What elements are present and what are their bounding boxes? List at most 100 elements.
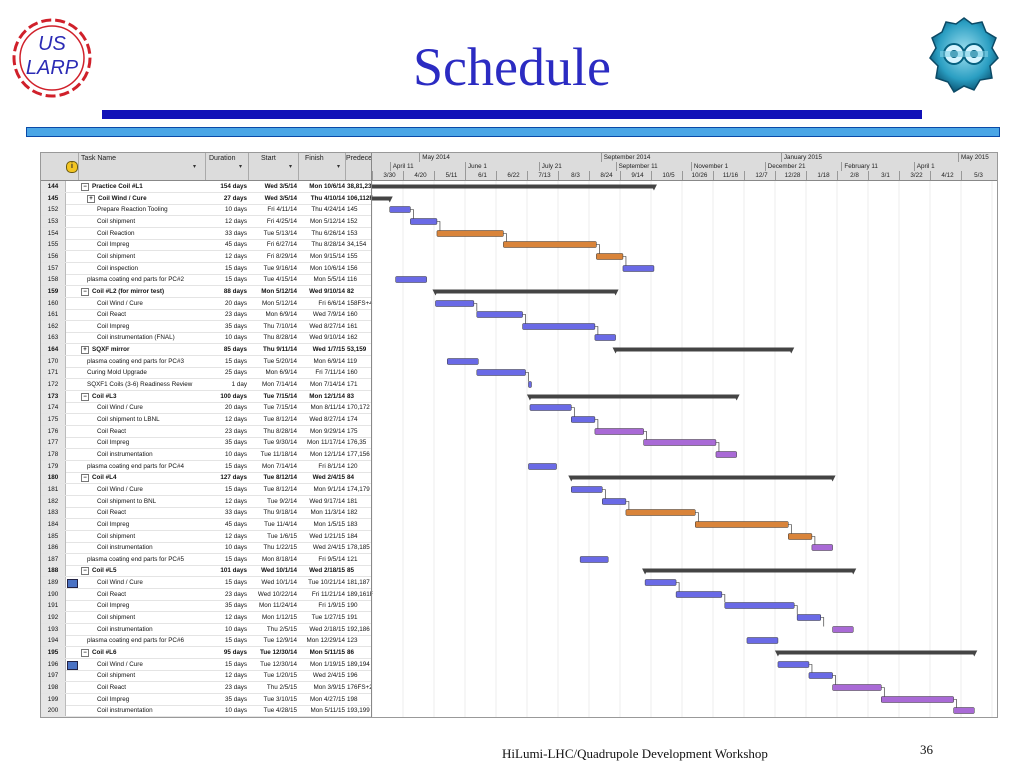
row-duration[interactable]: 10 days: [224, 626, 247, 633]
row-predecessors[interactable]: 190: [347, 602, 358, 609]
gantt-task-bar[interactable]: [953, 707, 975, 714]
row-finish[interactable]: Wed 2/4/15: [312, 672, 345, 679]
table-row[interactable]: 173− Coil #L3 100 days Tue 7/15/14 Mon 12/1/…: [41, 391, 371, 402]
row-start[interactable]: Wed 10/1/14: [261, 567, 297, 574]
table-row[interactable]: 185 Coil shipment 12 days Tue 1/6/15 Wed 1/2…: [41, 531, 371, 542]
row-start[interactable]: Tue 1/20/15: [263, 672, 297, 679]
table-row[interactable]: 192 Coil shipment 12 days Mon 1/12/15 Tue 1/…: [41, 612, 371, 623]
row-start[interactable]: Tue 4/15/14: [263, 276, 297, 283]
table-row[interactable]: 186 Coil instrumentation 10 days Thu 1/22/1…: [41, 542, 371, 553]
row-start[interactable]: Fri 6/27/14: [266, 241, 297, 248]
row-duration[interactable]: 23 days: [224, 428, 247, 435]
row-finish[interactable]: Wed 1/7/15: [312, 346, 345, 353]
row-duration[interactable]: 35 days: [224, 602, 247, 609]
gantt-task-bar[interactable]: [788, 533, 813, 540]
row-start[interactable]: Mon 8/18/14: [261, 556, 297, 563]
row-task-name[interactable]: Coil Impreg: [79, 694, 237, 705]
row-predecessors[interactable]: 174,179: [347, 486, 370, 493]
outline-toggle-icon[interactable]: −: [81, 474, 89, 482]
row-duration[interactable]: 35 days: [224, 323, 247, 330]
row-predecessors[interactable]: 82: [347, 288, 355, 295]
table-row[interactable]: 175 Coil shipment to LBNL 12 days Tue 8/12/…: [41, 414, 371, 425]
table-row[interactable]: 179 plasma coating end parts for PC#4 15 d…: [41, 461, 371, 472]
row-predecessors[interactable]: 176,35: [347, 439, 367, 446]
row-start[interactable]: Tue 8/12/14: [263, 474, 298, 481]
row-predecessors[interactable]: 158FS+4: [347, 300, 373, 307]
row-task-name[interactable]: − Coil #L4: [79, 472, 221, 483]
row-duration[interactable]: 12 days: [224, 416, 247, 423]
row-duration[interactable]: 95 days: [223, 649, 247, 656]
table-row[interactable]: 193 Coil instrumentation 10 days Thu 2/5/15…: [41, 624, 371, 635]
gantt-task-bar[interactable]: [594, 428, 644, 435]
row-duration[interactable]: 25 days: [224, 369, 247, 376]
row-finish[interactable]: Wed 1/21/15: [309, 533, 345, 540]
gantt-task-bar[interactable]: [811, 544, 833, 551]
row-task-name[interactable]: Coil Reaction: [79, 228, 237, 239]
row-duration[interactable]: 23 days: [224, 684, 247, 691]
gantt-task-bar[interactable]: [410, 218, 438, 225]
gantt-task-bar[interactable]: [395, 276, 427, 283]
row-predecessors[interactable]: 38,81,23: [347, 183, 372, 190]
header-predecessors[interactable]: Predeces: [346, 155, 376, 162]
row-task-name[interactable]: − Coil #L3: [79, 391, 221, 402]
row-duration[interactable]: 12 days: [224, 498, 247, 505]
gantt-task-bar[interactable]: [476, 369, 526, 376]
row-finish[interactable]: Mon 5/11/15: [310, 707, 345, 714]
row-finish[interactable]: Mon 12/1/14: [309, 393, 345, 400]
row-predecessors[interactable]: 53,159: [347, 346, 367, 353]
row-duration[interactable]: 15 days: [224, 463, 247, 470]
gantt-task-bar[interactable]: [389, 206, 411, 213]
row-task-name[interactable]: Coil Wind / Cure: [79, 484, 237, 495]
row-finish[interactable]: Mon 9/29/14: [309, 428, 345, 435]
outline-toggle-icon[interactable]: −: [81, 183, 89, 191]
row-task-name[interactable]: Coil shipment: [79, 216, 237, 227]
row-predecessors[interactable]: 170,172: [347, 404, 370, 411]
row-task-name[interactable]: Curing Mold Upgrade: [79, 367, 227, 378]
row-task-name[interactable]: Coil Wind / Cure: [79, 659, 237, 670]
table-row[interactable]: 145 + Coil Wind / Cure 27 days Wed 3/5/14 Thu…: [41, 193, 373, 204]
row-predecessors[interactable]: 34,154: [347, 241, 367, 248]
table-row[interactable]: 174 Coil Wind / Cure 20 days Tue 7/15/14 Mon…: [41, 402, 371, 413]
row-finish[interactable]: Fri 8/1/14: [318, 463, 345, 470]
row-predecessors[interactable]: 177,156: [347, 451, 370, 458]
table-row[interactable]: 172 SQXF1 Coils (3-6) Readiness Review 1 d…: [41, 379, 371, 390]
row-predecessors[interactable]: 156: [347, 265, 358, 272]
gantt-task-bar[interactable]: [594, 334, 616, 341]
row-predecessors[interactable]: 162: [347, 334, 358, 341]
row-predecessors[interactable]: 145: [347, 206, 358, 213]
row-finish[interactable]: Mon 5/11/15: [309, 649, 345, 656]
row-task-name[interactable]: Coil shipment: [79, 612, 237, 623]
table-row[interactable]: 199 Coil Impreg 35 days Tue 3/10/15 Mon 4/27…: [41, 694, 371, 705]
row-finish[interactable]: Thu 8/28/14: [311, 241, 345, 248]
table-row[interactable]: 154 Coil Reaction 33 days Tue 5/13/14 Thu 6/…: [41, 228, 371, 239]
row-predecessors[interactable]: 161: [347, 323, 358, 330]
gantt-task-bar[interactable]: [796, 614, 822, 621]
table-row[interactable]: 177 Coil Impreg 35 days Tue 9/30/14 Mon 11/1…: [41, 437, 371, 448]
row-predecessors[interactable]: 84: [347, 474, 355, 481]
row-start[interactable]: Tue 12/30/14: [260, 661, 297, 668]
row-task-name[interactable]: Prepare Reaction Tooling: [79, 204, 237, 215]
row-task-name[interactable]: Coil shipment: [79, 531, 237, 542]
row-duration[interactable]: 45 days: [224, 241, 247, 248]
row-predecessors[interactable]: 178,185: [347, 544, 370, 551]
row-start[interactable]: Thu 2/5/15: [266, 626, 297, 633]
row-duration[interactable]: 23 days: [224, 591, 247, 598]
row-finish[interactable]: Mon 7/14/14: [309, 381, 345, 388]
row-duration[interactable]: 15 days: [224, 661, 247, 668]
row-task-name[interactable]: plasma coating end parts for PC#3: [79, 356, 227, 367]
gantt-task-bar[interactable]: [571, 486, 603, 493]
row-start[interactable]: Tue 9/16/14: [263, 265, 297, 272]
duration-dropdown-icon[interactable]: ▾: [239, 164, 243, 170]
row-task-name[interactable]: Coil instrumentation: [79, 542, 237, 553]
gantt-task-bar[interactable]: [675, 591, 723, 598]
table-row[interactable]: 194 plasma coating end parts for PC#6 15 d…: [41, 635, 371, 646]
row-duration[interactable]: 20 days: [224, 404, 247, 411]
gantt-task-bar[interactable]: [579, 556, 609, 563]
row-finish[interactable]: Thu 6/26/14: [311, 230, 345, 237]
row-duration[interactable]: 45 days: [224, 521, 247, 528]
row-start[interactable]: Thu 9/18/14: [263, 509, 297, 516]
row-start[interactable]: Tue 11/4/14: [264, 521, 297, 528]
gantt-summary-bar[interactable]: [777, 650, 975, 655]
row-task-name[interactable]: Coil Impreg: [79, 519, 237, 530]
row-start[interactable]: Thu 8/28/14: [263, 428, 297, 435]
